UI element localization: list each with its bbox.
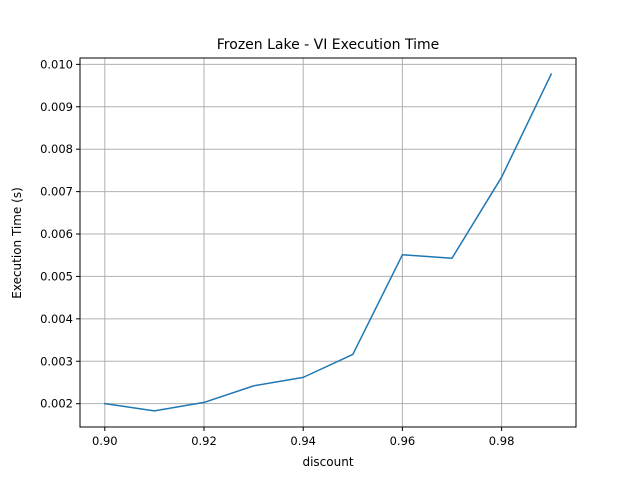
x-tick-label: 0.98: [489, 434, 515, 448]
plot-frame: [79, 57, 577, 428]
y-axis: 0.002 0.003 0.004 0.005 0.006 0.007 0.008 0.009…: [40, 57, 80, 411]
x-tick-label: 0.92: [191, 434, 217, 448]
x-tick-label: 0.90: [92, 434, 118, 448]
y-tick-label: 0.008: [40, 142, 73, 156]
grid: [80, 58, 576, 427]
y-tick-label: 0.003: [40, 354, 73, 368]
chart-title: Frozen Lake - VI Execution Time: [217, 37, 439, 53]
x-axis-label: discount: [302, 455, 353, 469]
y-tick-label: 0.004: [40, 312, 73, 326]
y-tick-label: 0.010: [40, 57, 73, 71]
y-tick-label: 0.002: [40, 397, 73, 411]
series-layer: [103, 73, 553, 412]
x-tick-label: 0.94: [290, 434, 316, 448]
y-tick-label: 0.005: [40, 269, 73, 283]
y-tick-label: 0.007: [40, 185, 73, 199]
y-axis-label: Execution Time (s): [10, 187, 24, 299]
y-tick-label: 0.009: [40, 100, 73, 114]
x-axis: 0.90 0.92 0.94 0.96 0.98: [92, 427, 514, 448]
series-line: [103, 73, 553, 412]
x-tick-label: 0.96: [390, 434, 416, 448]
y-tick-label: 0.006: [40, 227, 73, 241]
